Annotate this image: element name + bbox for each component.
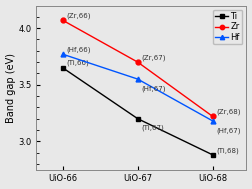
Zr <box>211 115 214 118</box>
Hf <box>61 53 64 55</box>
Text: (Ti,68): (Ti,68) <box>217 147 240 154</box>
Ti <box>211 154 214 156</box>
Text: (Zr,68): (Zr,68) <box>217 109 241 115</box>
Line: Ti: Ti <box>60 65 215 157</box>
Text: (Hf,67): (Hf,67) <box>142 85 166 92</box>
Ti <box>136 118 139 120</box>
Text: (Hf,66): (Hf,66) <box>67 46 91 53</box>
Legend: Ti, Zr, Hf: Ti, Zr, Hf <box>213 10 242 44</box>
Text: (Hf,67): (Hf,67) <box>217 127 241 134</box>
Ti <box>61 67 64 69</box>
Zr <box>136 61 139 63</box>
Hf <box>211 120 214 122</box>
Y-axis label: Band gap (eV): Band gap (eV) <box>6 53 16 123</box>
Hf <box>136 78 139 80</box>
Line: Hf: Hf <box>60 52 215 123</box>
Text: (Ti,66): (Ti,66) <box>67 60 90 67</box>
Text: (Zr,67): (Zr,67) <box>142 54 166 61</box>
Line: Zr: Zr <box>60 18 215 119</box>
Text: (Ti,67): (Ti,67) <box>142 125 165 131</box>
Zr <box>61 19 64 21</box>
Text: (Zr,66): (Zr,66) <box>67 12 91 19</box>
